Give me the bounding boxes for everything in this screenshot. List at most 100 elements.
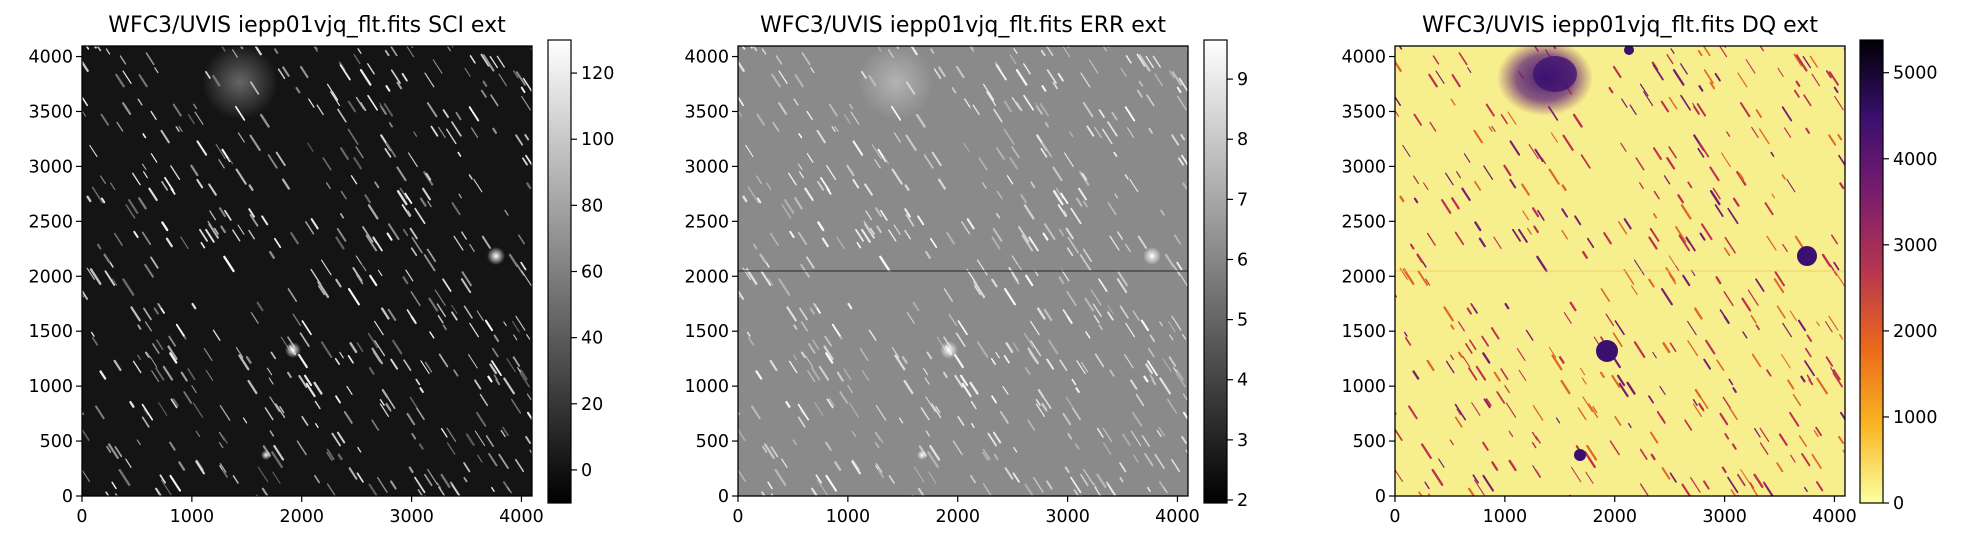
err-streak — [861, 228, 871, 243]
sci-bright-source — [261, 450, 271, 460]
err-streak — [1172, 264, 1181, 276]
err-streak — [935, 406, 941, 414]
dq-streak — [1751, 486, 1759, 496]
err-streak — [752, 243, 758, 250]
dq-streak — [1418, 491, 1423, 496]
err-streak — [1082, 102, 1094, 118]
dq-streak — [1612, 332, 1623, 347]
sci-streak — [322, 157, 332, 171]
err-streak — [1043, 397, 1052, 409]
err-streak — [1048, 339, 1059, 355]
err-ytick-label: 1500 — [684, 322, 729, 342]
sci-streak — [204, 501, 208, 507]
dq-streak — [1648, 395, 1654, 404]
dq-streak — [1456, 408, 1462, 416]
sci-streak — [238, 354, 250, 371]
err-streak — [917, 487, 925, 496]
err-streak — [826, 187, 832, 195]
dq-streak — [1839, 334, 1844, 340]
err-streak — [1156, 429, 1162, 438]
err-streak — [1035, 102, 1040, 109]
dq-streak — [1428, 73, 1438, 88]
err-streak — [1011, 146, 1020, 159]
err-streak — [1175, 369, 1184, 381]
err-streak — [1044, 122, 1049, 128]
err-streak — [1040, 147, 1048, 158]
sci-streak — [99, 175, 107, 185]
dq-streak — [1550, 132, 1558, 143]
err-streak — [1181, 435, 1188, 444]
dq-streak — [1385, 297, 1389, 303]
sci-streak — [349, 342, 358, 354]
sci-streak — [463, 462, 471, 473]
dq-streak — [1806, 374, 1812, 381]
sci-streak — [248, 208, 256, 218]
sci-streak — [129, 400, 135, 408]
dq-streak — [1795, 80, 1801, 87]
sci-streak — [196, 178, 204, 189]
dq-streak — [1669, 342, 1677, 352]
err-streak — [1138, 54, 1151, 72]
dq-streak — [1423, 182, 1429, 191]
err-streak — [982, 483, 992, 496]
sci-streak — [273, 444, 285, 461]
err-streak — [917, 215, 925, 226]
err-streak — [925, 250, 931, 259]
sci-bright-source — [487, 247, 505, 265]
err-streak — [781, 458, 788, 468]
sci-streak — [292, 313, 302, 327]
sci-streak — [113, 232, 123, 246]
err-streak — [1130, 430, 1142, 447]
sci-streak — [347, 288, 360, 306]
err-streak — [961, 221, 971, 235]
sci-streak — [168, 335, 177, 347]
dq-streak — [1750, 314, 1757, 324]
sci-streak — [484, 319, 494, 332]
err-streak — [893, 132, 901, 143]
sci-streak — [442, 324, 447, 331]
sci-streak — [305, 382, 316, 398]
err-streak — [1088, 59, 1099, 74]
dq-streak — [1798, 435, 1807, 448]
err-streak — [1125, 243, 1131, 252]
err-streak — [771, 73, 781, 88]
dq-streak — [1808, 378, 1814, 386]
err-streak — [828, 103, 838, 117]
dq-streak — [1577, 407, 1587, 421]
sci-streak — [299, 65, 309, 79]
sci-streak — [410, 291, 421, 307]
dq-streak — [1561, 208, 1569, 218]
dq-streak — [1804, 360, 1815, 377]
dq-streak — [1773, 278, 1785, 294]
sci-streak — [279, 406, 285, 414]
err-streak — [1009, 157, 1019, 170]
dq-streak — [1668, 96, 1678, 110]
err-streak — [904, 184, 910, 191]
err-streak — [856, 241, 862, 249]
dq-streak — [1516, 348, 1526, 361]
dq-streak — [1833, 86, 1839, 94]
dq-streak — [1677, 194, 1684, 204]
dq-streak — [1678, 234, 1691, 252]
sci-streak — [175, 126, 180, 132]
sci-streak — [451, 121, 462, 137]
dq-streak — [1458, 52, 1468, 66]
sci-streak — [487, 375, 493, 383]
sci-streak — [367, 204, 379, 220]
dq-streak — [1580, 154, 1591, 169]
err-streak — [1080, 473, 1089, 487]
sci-streak — [437, 314, 444, 324]
dq-streak — [1548, 168, 1560, 185]
err-streak — [1052, 81, 1059, 90]
err-streak — [1187, 306, 1188, 309]
err-streak — [1052, 166, 1063, 182]
sci-streak — [122, 70, 132, 84]
dq-streak — [1569, 301, 1577, 312]
sci-streak — [390, 480, 397, 490]
sci-streak — [150, 153, 158, 163]
sci-streak — [522, 157, 528, 166]
sci-streak — [525, 435, 532, 444]
sci-streak — [325, 182, 331, 190]
dq-streak — [1491, 461, 1499, 471]
sci-streak — [387, 223, 400, 241]
